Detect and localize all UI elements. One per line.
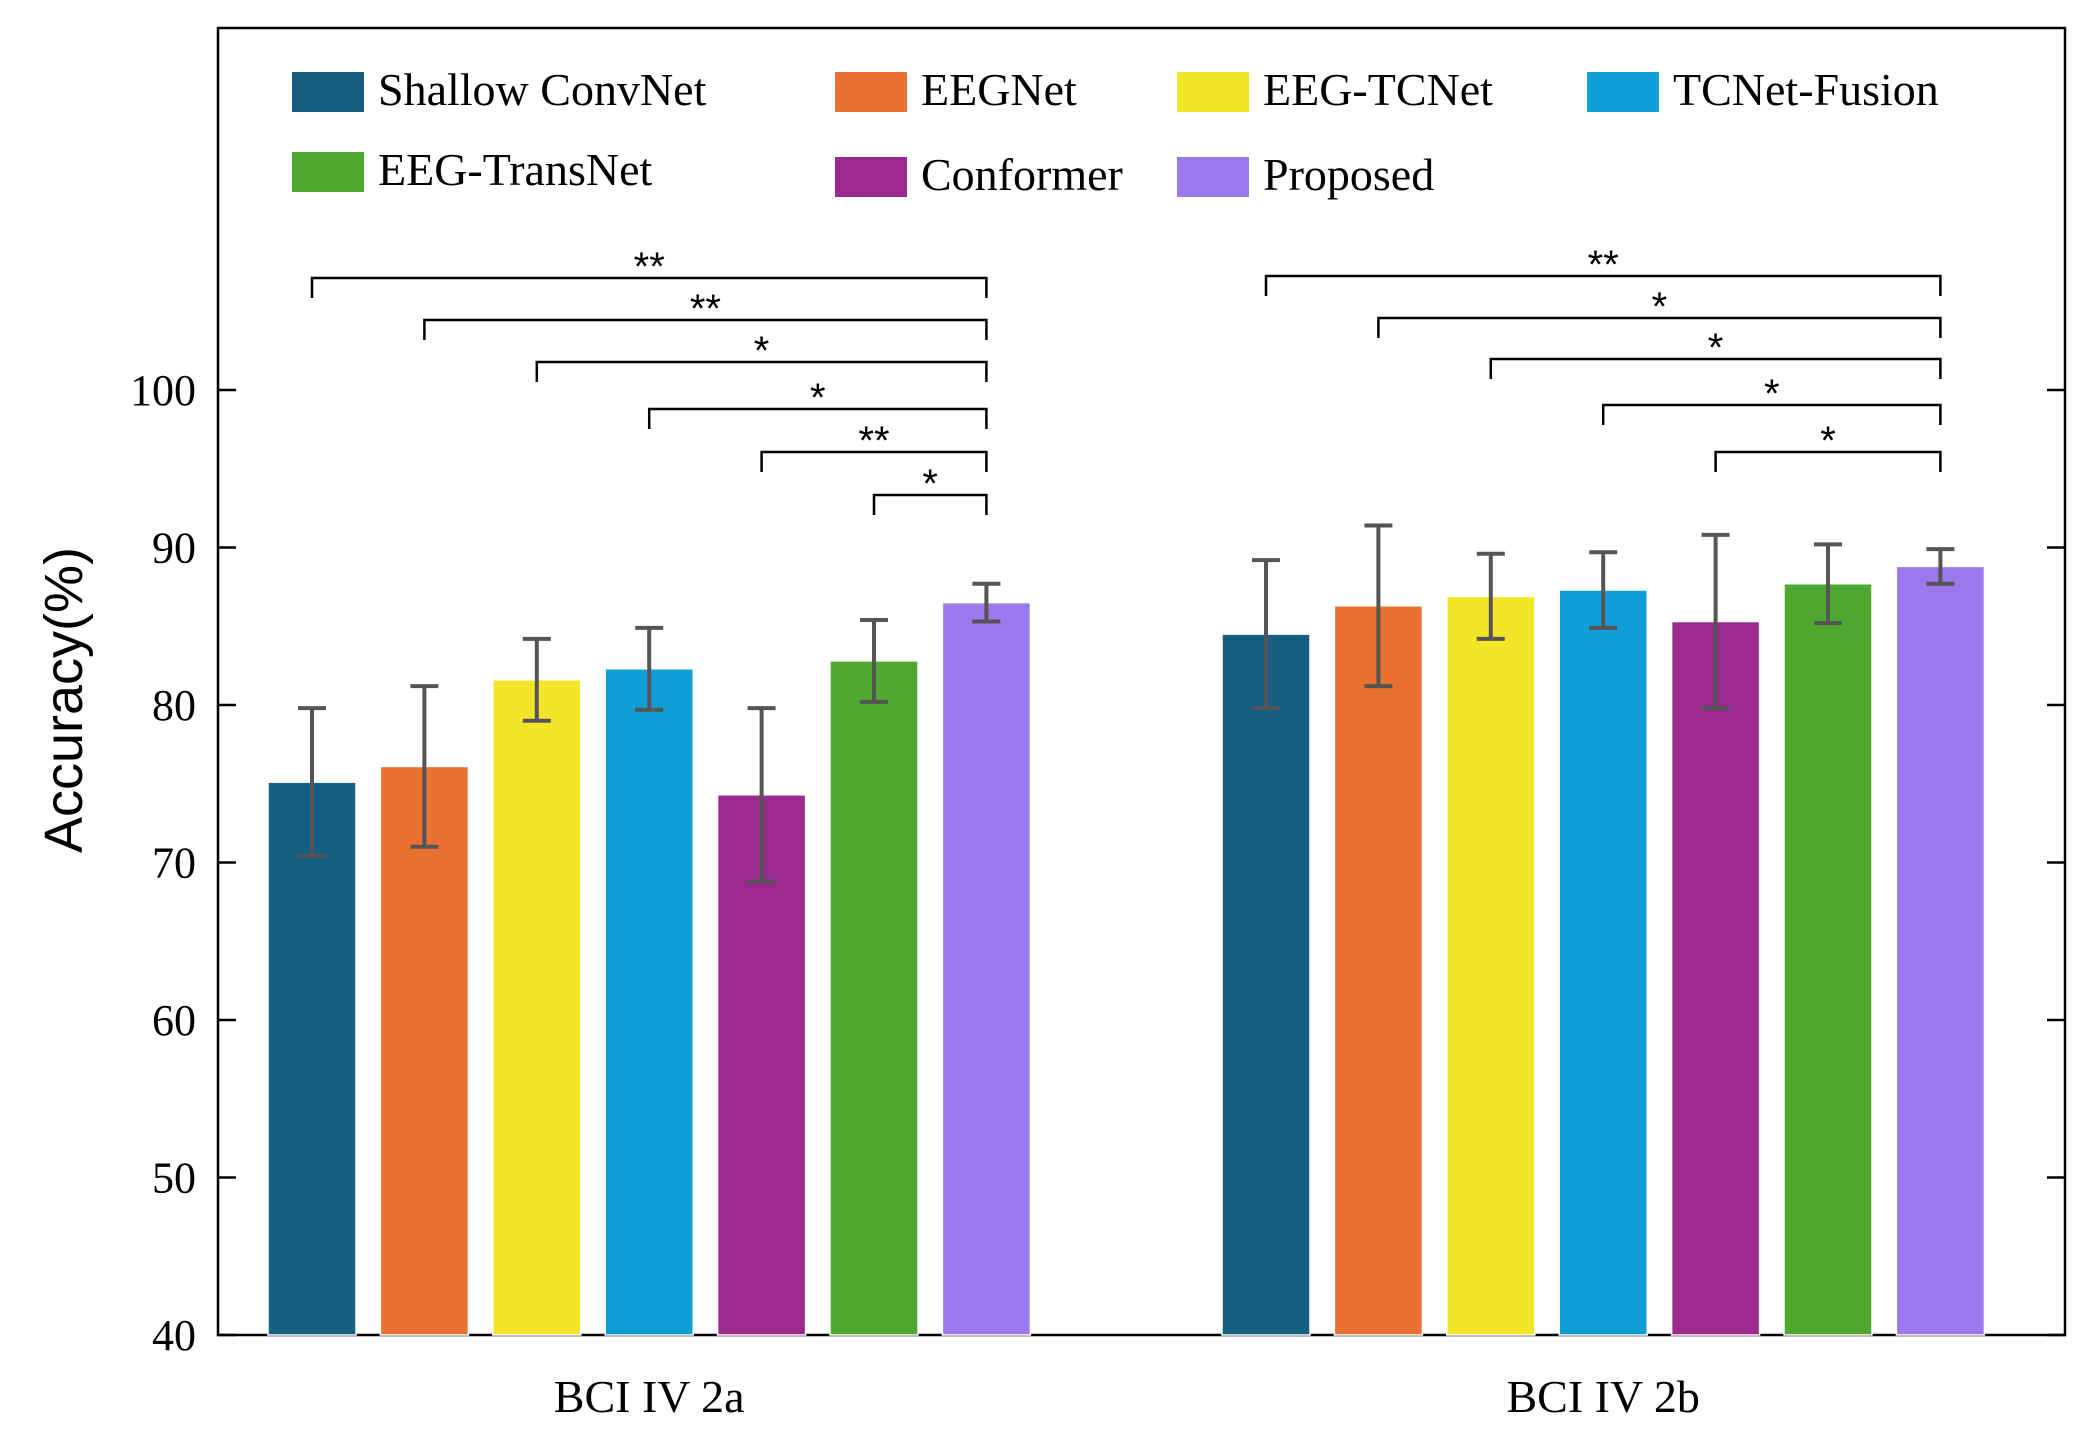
y-axis-label: Accuracy(%)	[34, 547, 94, 853]
bar	[1221, 633, 1311, 1336]
y-tick-label: 80	[152, 681, 196, 730]
significance-label: *	[1820, 419, 1836, 463]
significance-label: *	[1708, 326, 1724, 370]
legend-label: Shallow ConvNet	[378, 64, 707, 115]
significance-bracket	[535, 360, 988, 382]
legend-swatch	[1177, 72, 1249, 112]
significance-bracket	[647, 407, 988, 429]
significance-label: **	[1588, 243, 1619, 287]
bar	[1446, 595, 1536, 1336]
significance-layer: ***************	[310, 243, 1942, 515]
y-tick-label: 90	[152, 524, 196, 573]
x-category-label: BCI IV 2a	[554, 1371, 745, 1422]
x-category-label: BCI IV 2b	[1507, 1371, 1700, 1422]
legend-label: Proposed	[1263, 149, 1434, 200]
bar	[1895, 565, 1986, 1336]
significance-label: **	[858, 419, 889, 463]
significance-bracket	[310, 276, 988, 298]
significance-label: *	[754, 329, 770, 373]
plot-border	[216, 26, 2067, 1337]
bar	[267, 781, 357, 1336]
legend-label: Conformer	[921, 149, 1123, 200]
axes-layer: 40 50 60 70 80 90 100 BCI IV 2a BCI IV 2b	[130, 366, 2065, 1422]
legend-swatch	[292, 72, 364, 112]
significance-bracket	[1489, 357, 1942, 379]
y-tick-label: 60	[152, 996, 196, 1045]
bar	[1783, 582, 1873, 1336]
legend-label: EEG-TransNet	[378, 144, 652, 195]
significance-bracket	[872, 493, 988, 515]
legend-swatch	[292, 152, 364, 192]
significance-bracket	[1601, 403, 1942, 425]
significance-label: *	[922, 462, 938, 506]
significance-label: **	[690, 287, 721, 331]
bar	[829, 660, 919, 1336]
significance-label: **	[634, 245, 665, 289]
legend: Shallow ConvNet EEGNet EEG-TCNet TCNet-Fusi…	[292, 64, 1939, 200]
legend-swatch	[835, 72, 907, 112]
bar	[941, 601, 1032, 1336]
bar	[379, 765, 470, 1336]
significance-bracket	[1377, 316, 1942, 338]
legend-label: EEG-TCNet	[1263, 64, 1493, 115]
legend-label: EEGNet	[921, 64, 1077, 115]
legend-swatch	[1177, 157, 1249, 197]
bar	[1558, 589, 1648, 1336]
significance-label: *	[1652, 285, 1668, 329]
bar	[1670, 620, 1761, 1336]
significance-label: *	[1764, 372, 1780, 416]
y-tick-label: 50	[152, 1154, 196, 1203]
bar	[492, 679, 582, 1336]
bar	[1333, 605, 1424, 1336]
significance-bracket	[760, 450, 988, 472]
legend-label: TCNet-Fusion	[1673, 64, 1939, 115]
significance-label: *	[810, 376, 826, 420]
y-tick-label: 100	[130, 366, 196, 415]
y-tick-label: 70	[152, 839, 196, 888]
y-tick-label: 40	[152, 1311, 196, 1360]
bars-layer	[267, 565, 1986, 1336]
significance-bracket	[423, 318, 988, 340]
bar	[604, 668, 694, 1336]
legend-swatch	[1587, 72, 1659, 112]
error-bars-layer	[298, 523, 1955, 884]
plot-frame	[216, 26, 2067, 1337]
legend-swatch	[835, 157, 907, 197]
significance-bracket	[1264, 274, 1942, 296]
significance-bracket	[1714, 450, 1942, 472]
